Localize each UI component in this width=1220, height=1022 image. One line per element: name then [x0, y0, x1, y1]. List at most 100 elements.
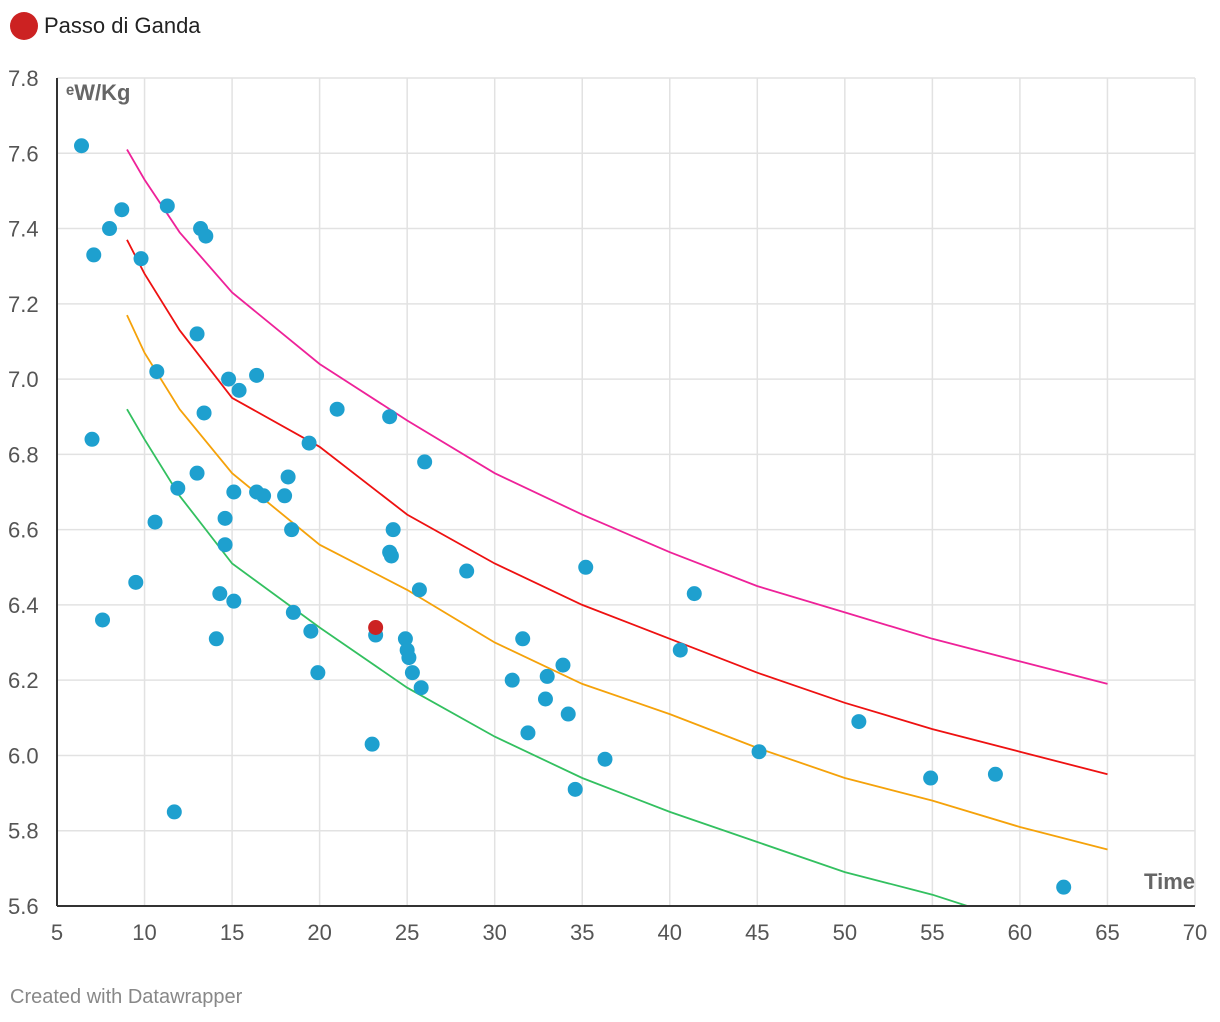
data-point — [114, 202, 130, 218]
series-line — [126, 239, 1108, 776]
data-point — [751, 744, 767, 760]
gridlines — [57, 77, 1196, 906]
data-point — [401, 650, 417, 666]
axes: 5.6 5.8 6.0 6.2 6.4 6.6 6.8 7.0 7.2 7.4 7.6 7.8 5 10 1… — [8, 66, 1207, 945]
x-tick-label: 50 — [833, 920, 857, 945]
x-tick-label: 30 — [482, 920, 506, 945]
data-point — [166, 804, 182, 820]
data-point — [385, 522, 401, 538]
data-point — [189, 326, 205, 342]
y-tick-label: 7.2 — [8, 292, 39, 317]
y-tick-label: 5.8 — [8, 819, 39, 844]
data-point — [459, 563, 475, 579]
y-tick-label: 6.6 — [8, 518, 39, 543]
data-point — [303, 623, 319, 639]
data-point — [84, 431, 100, 447]
data-point — [987, 766, 1003, 782]
y-tick-label: 6.8 — [8, 442, 39, 467]
data-point — [539, 668, 555, 684]
data-point — [383, 548, 399, 564]
scatter-chart: 5.6 5.8 6.0 6.2 6.4 6.6 6.8 7.0 7.2 7.4 7.6 7.8 5 10 1… — [8, 66, 1207, 945]
data-point — [364, 736, 380, 752]
data-point — [537, 691, 553, 707]
data-point — [851, 714, 867, 730]
data-point — [567, 781, 583, 797]
y-tick-label: 7.0 — [8, 367, 39, 392]
x-tick-label: 65 — [1095, 920, 1119, 945]
fit-curves — [126, 149, 1108, 907]
data-point — [231, 382, 247, 398]
highlight-point — [368, 619, 384, 635]
data-point — [555, 657, 571, 673]
data-point — [404, 665, 420, 681]
data-point — [198, 228, 214, 244]
y-tick-label: 6.2 — [8, 668, 39, 693]
data-point — [226, 593, 242, 609]
legend-label: Passo di Ganda — [44, 13, 201, 38]
y-tick-label: 6.4 — [8, 593, 39, 618]
x-tick-label: 70 — [1183, 920, 1207, 945]
data-point — [249, 367, 265, 383]
x-tick-label: 15 — [220, 920, 244, 945]
y-axis-title: ᵉW/Kg — [66, 80, 130, 105]
data-point — [504, 672, 520, 688]
footer-credit: Created with Datawrapper — [10, 986, 243, 1008]
x-tick-label: 45 — [745, 920, 769, 945]
data-point — [217, 537, 233, 553]
data-point — [95, 612, 111, 628]
data-point — [196, 405, 212, 421]
data-points — [74, 138, 1072, 895]
y-tick-label: 6.0 — [8, 743, 39, 768]
data-point — [226, 484, 242, 500]
legend-marker-icon — [10, 12, 38, 40]
data-point — [159, 198, 175, 214]
data-point — [221, 371, 237, 387]
data-point — [560, 706, 576, 722]
y-tick-label: 7.6 — [8, 141, 39, 166]
data-point — [520, 725, 536, 741]
y-tick-label: 5.6 — [8, 894, 39, 919]
data-point — [256, 488, 272, 504]
x-axis-title: Time — [1144, 869, 1195, 894]
x-tick-label: 20 — [307, 920, 331, 945]
y-tick-label: 7.4 — [8, 217, 39, 242]
data-point — [672, 642, 688, 658]
data-point — [86, 247, 102, 263]
data-point — [686, 586, 702, 602]
data-point — [285, 604, 301, 620]
data-point — [411, 582, 427, 598]
data-point — [217, 510, 233, 526]
data-point — [102, 221, 118, 237]
data-point — [413, 680, 429, 696]
data-point — [578, 559, 594, 575]
data-point — [284, 522, 300, 538]
data-point — [149, 364, 165, 380]
data-point — [74, 138, 90, 154]
y-tick-label: 7.8 — [8, 66, 39, 91]
x-tick-label: 35 — [570, 920, 594, 945]
x-tick-label: 5 — [51, 920, 63, 945]
data-point — [1056, 879, 1072, 895]
data-point — [280, 469, 296, 485]
data-point — [133, 251, 149, 267]
data-point — [208, 631, 224, 647]
data-point — [329, 401, 345, 417]
series-line — [126, 314, 1108, 851]
data-point — [923, 770, 939, 786]
data-point — [212, 586, 228, 602]
x-tick-label: 40 — [658, 920, 682, 945]
series-line — [126, 408, 968, 907]
data-point — [597, 751, 613, 767]
x-tick-label: 60 — [1008, 920, 1032, 945]
legend: Passo di Ganda — [10, 12, 201, 40]
data-point — [417, 454, 433, 470]
x-tick-label: 25 — [395, 920, 419, 945]
x-tick-label: 55 — [920, 920, 944, 945]
data-point — [189, 465, 205, 481]
data-point — [277, 488, 293, 504]
x-tick-label: 10 — [132, 920, 156, 945]
data-point — [382, 409, 398, 425]
data-point — [147, 514, 163, 530]
data-point — [301, 435, 317, 451]
data-point — [310, 665, 326, 681]
